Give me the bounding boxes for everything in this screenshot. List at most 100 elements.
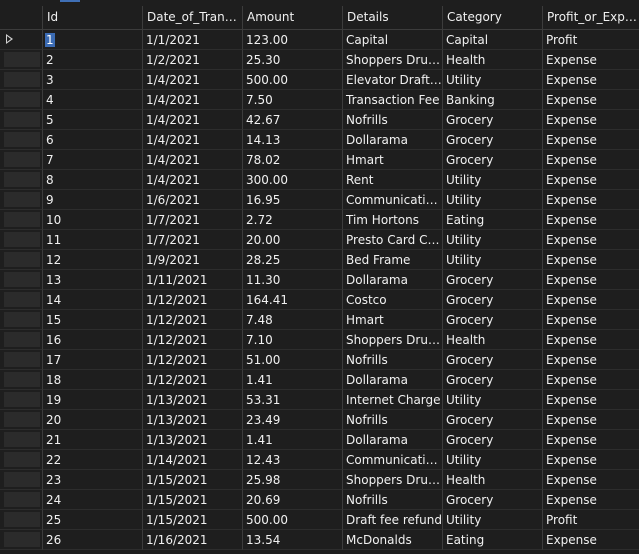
cell-amount[interactable]: 300.00 — [243, 170, 343, 190]
cell-date[interactable]: 1/4/2021 — [143, 90, 243, 110]
cell-profit-or-expense[interactable]: Expense — [543, 390, 639, 410]
cell-details[interactable]: Transaction Fee — [343, 90, 443, 110]
column-header-date[interactable]: Date_of_Transa... — [143, 6, 243, 30]
cell-details[interactable]: Shoppers Drug ... — [343, 470, 443, 490]
cell-id[interactable]: 14 — [43, 290, 143, 310]
table-row[interactable]: 15 1/12/2021 7.48 Hmart Grocery Expense — [0, 310, 639, 330]
cell-category[interactable]: Grocery — [443, 310, 543, 330]
row-header[interactable] — [0, 150, 43, 170]
cell-profit-or-expense[interactable]: Expense — [543, 250, 639, 270]
table-row[interactable]: 26 1/16/2021 13.54 McDonalds Eating Expense — [0, 530, 639, 550]
cell-profit-or-expense[interactable]: Expense — [543, 350, 639, 370]
cell-profit-or-expense[interactable]: Profit — [543, 510, 639, 530]
table-row[interactable]: 20 1/13/2021 23.49 Nofrills Grocery Expense — [0, 410, 639, 430]
cell-details[interactable]: Communicatio... — [343, 450, 443, 470]
row-header[interactable] — [0, 70, 43, 90]
cell-details[interactable]: Nofrills — [343, 410, 443, 430]
cell-category[interactable]: Grocery — [443, 110, 543, 130]
row-header[interactable] — [0, 470, 43, 490]
cell-id[interactable]: 3 — [43, 70, 143, 90]
table-row[interactable]: 21 1/13/2021 1.41 Dollarama Grocery Expense — [0, 430, 639, 450]
cell-amount[interactable]: 20.00 — [243, 230, 343, 250]
table-row[interactable]: 9 1/6/2021 16.95 Communicatio... Utility Expe… — [0, 190, 639, 210]
cell-details[interactable]: Nofrills — [343, 490, 443, 510]
cell-amount[interactable]: 2.72 — [243, 210, 343, 230]
horizontal-scroll-thumb[interactable] — [60, 0, 80, 2]
cell-profit-or-expense[interactable]: Expense — [543, 290, 639, 310]
cell-amount[interactable]: 500.00 — [243, 510, 343, 530]
table-row[interactable]: 8 1/4/2021 300.00 Rent Utility Expense — [0, 170, 639, 190]
cell-profit-or-expense[interactable]: Expense — [543, 170, 639, 190]
cell-amount[interactable]: 7.10 — [243, 330, 343, 350]
cell-profit-or-expense[interactable]: Expense — [543, 110, 639, 130]
row-header[interactable] — [0, 530, 43, 550]
cell-category[interactable]: Health — [443, 470, 543, 490]
table-row[interactable]: 11 1/7/2021 20.00 Presto Card Ch... Utility E… — [0, 230, 639, 250]
cell-id[interactable]: 4 — [43, 90, 143, 110]
cell-category[interactable]: Health — [443, 330, 543, 350]
table-row[interactable]: 4 1/4/2021 7.50 Transaction Fee Banking Expen… — [0, 90, 639, 110]
row-header[interactable] — [0, 30, 43, 50]
row-header[interactable] — [0, 190, 43, 210]
cell-amount[interactable]: 7.50 — [243, 90, 343, 110]
cell-amount[interactable]: 500.00 — [243, 70, 343, 90]
row-header[interactable] — [0, 410, 43, 430]
cell-category[interactable]: Grocery — [443, 370, 543, 390]
table-row[interactable]: 22 1/14/2021 12.43 Communicatio... Utility Ex… — [0, 450, 639, 470]
row-header[interactable] — [0, 110, 43, 130]
cell-details[interactable]: Dollarama — [343, 430, 443, 450]
cell-id[interactable]: 5 — [43, 110, 143, 130]
cell-category[interactable]: Eating — [443, 530, 543, 550]
cell-id[interactable]: 9 — [43, 190, 143, 210]
cell-category[interactable]: Eating — [443, 210, 543, 230]
cell-date[interactable]: 1/13/2021 — [143, 390, 243, 410]
cell-amount[interactable]: 53.31 — [243, 390, 343, 410]
cell-details[interactable]: Capital — [343, 30, 443, 50]
cell-category[interactable]: Utility — [443, 170, 543, 190]
row-header[interactable] — [0, 430, 43, 450]
table-row[interactable]: 25 1/15/2021 500.00 Draft fee refund Utility… — [0, 510, 639, 530]
row-header[interactable] — [0, 490, 43, 510]
table-row[interactable]: 18 1/12/2021 1.41 Dollarama Grocery Expense — [0, 370, 639, 390]
cell-details[interactable]: Bed Frame — [343, 250, 443, 270]
row-header[interactable] — [0, 450, 43, 470]
cell-profit-or-expense[interactable]: Expense — [543, 50, 639, 70]
cell-category[interactable]: Grocery — [443, 410, 543, 430]
column-header-profit-or-expense[interactable]: Profit_or_Expe... — [543, 6, 639, 30]
table-row[interactable]: 10 1/7/2021 2.72 Tim Hortons Eating Expense — [0, 210, 639, 230]
cell-details[interactable]: Costco — [343, 290, 443, 310]
cell-profit-or-expense[interactable]: Expense — [543, 410, 639, 430]
cell-details[interactable]: Shoppers Drug ... — [343, 330, 443, 350]
cell-id[interactable]: 7 — [43, 150, 143, 170]
cell-id[interactable]: 6 — [43, 130, 143, 150]
cell-amount[interactable]: 1.41 — [243, 370, 343, 390]
cell-details[interactable]: Dollarama — [343, 270, 443, 290]
row-header[interactable] — [0, 310, 43, 330]
table-row[interactable]: 5 1/4/2021 42.67 Nofrills Grocery Expense — [0, 110, 639, 130]
table-row[interactable]: 2 1/2/2021 25.30 Shoppers Drug ... Health Exp… — [0, 50, 639, 70]
cell-details[interactable]: Dollarama — [343, 370, 443, 390]
cell-date[interactable]: 1/13/2021 — [143, 430, 243, 450]
table-row[interactable]: 17 1/12/2021 51.00 Nofrills Grocery Expense — [0, 350, 639, 370]
cell-profit-or-expense[interactable]: Expense — [543, 270, 639, 290]
cell-category[interactable]: Utility — [443, 390, 543, 410]
cell-date[interactable]: 1/4/2021 — [143, 70, 243, 90]
cell-category[interactable]: Utility — [443, 510, 543, 530]
cell-details[interactable]: Internet Charge — [343, 390, 443, 410]
cell-amount[interactable]: 28.25 — [243, 250, 343, 270]
cell-date[interactable]: 1/7/2021 — [143, 230, 243, 250]
cell-details[interactable]: Presto Card Ch... — [343, 230, 443, 250]
cell-id[interactable]: 1 — [43, 30, 143, 50]
cell-profit-or-expense[interactable]: Expense — [543, 530, 639, 550]
cell-profit-or-expense[interactable]: Expense — [543, 90, 639, 110]
cell-id[interactable]: 11 — [43, 230, 143, 250]
cell-id[interactable]: 2 — [43, 50, 143, 70]
cell-details[interactable]: Nofrills — [343, 110, 443, 130]
cell-date[interactable]: 1/15/2021 — [143, 490, 243, 510]
cell-id[interactable]: 18 — [43, 370, 143, 390]
cell-details[interactable]: Communicatio... — [343, 190, 443, 210]
cell-date[interactable]: 1/12/2021 — [143, 350, 243, 370]
cell-id[interactable]: 12 — [43, 250, 143, 270]
cell-category[interactable]: Health — [443, 50, 543, 70]
row-header[interactable] — [0, 330, 43, 350]
